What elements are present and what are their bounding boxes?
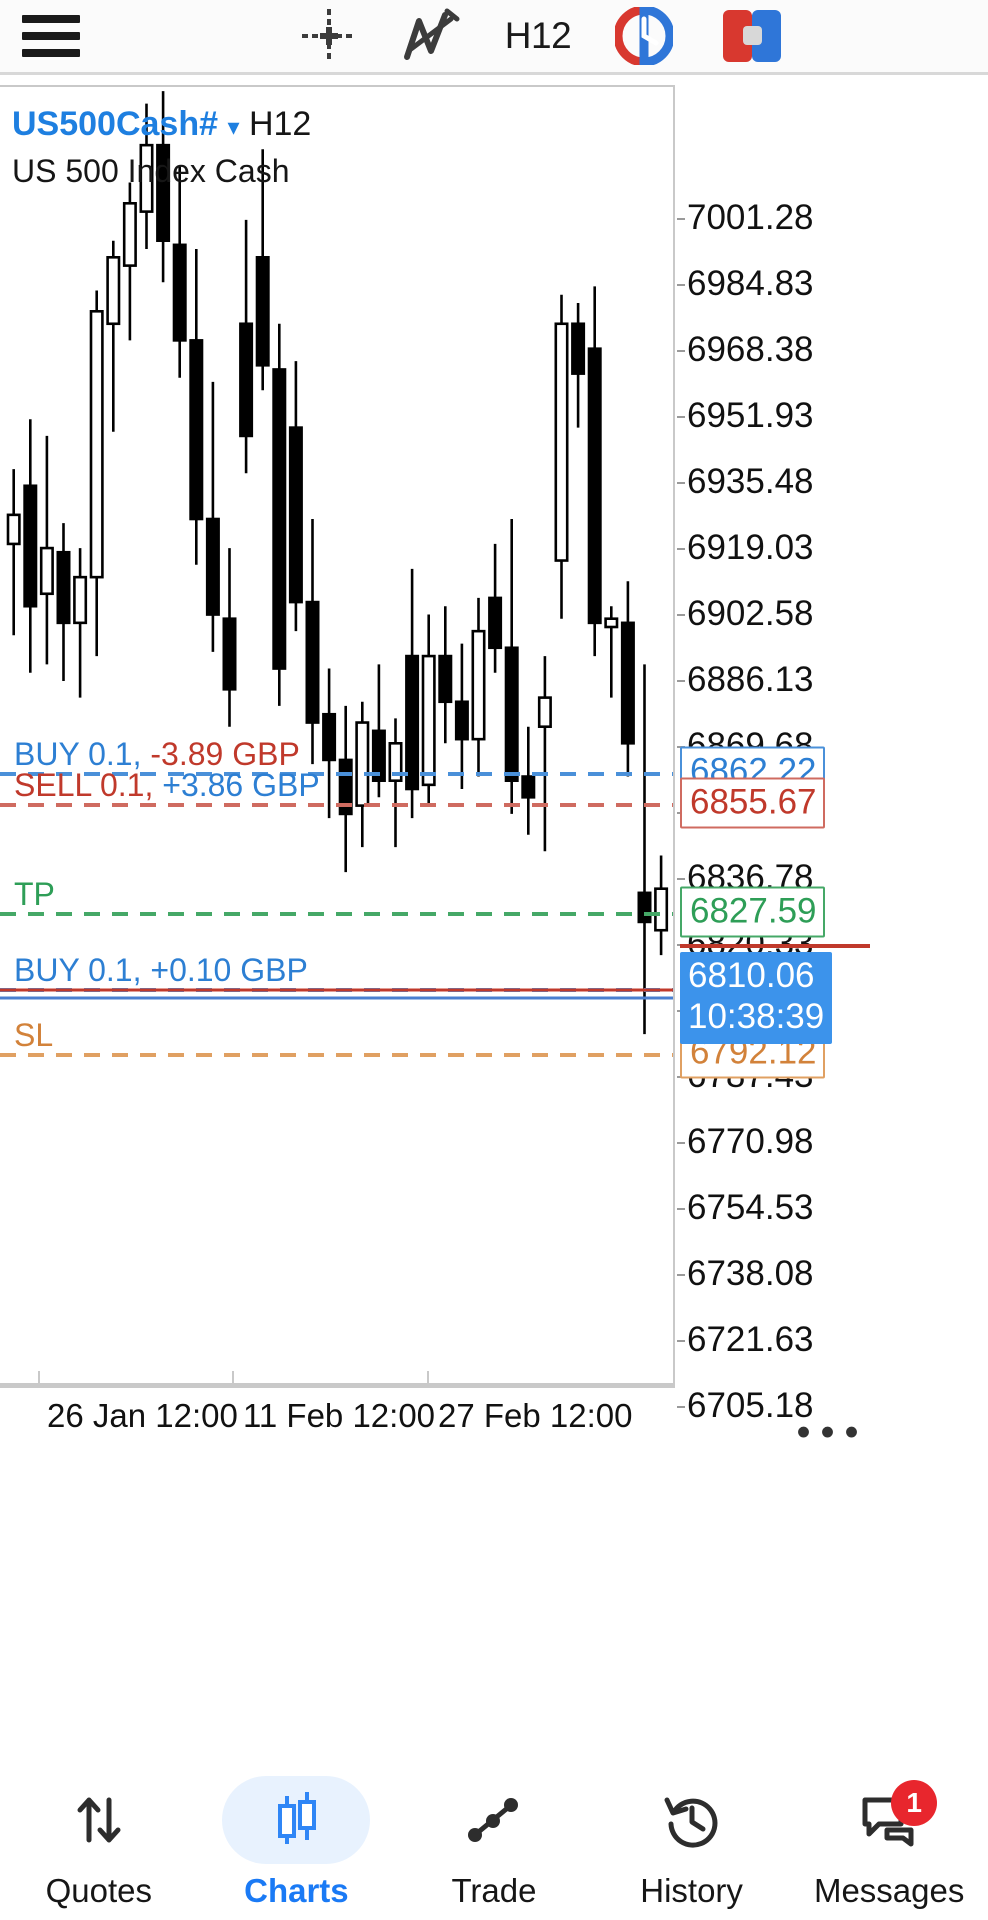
price-tick: 6705.18 [677,1386,988,1426]
timeframe-button[interactable]: H12 [492,0,584,72]
hamburger-menu-icon[interactable] [22,10,82,62]
nav-history[interactable]: History [593,1760,791,1920]
price-tick-label: 6951.93 [687,396,814,435]
candlestick-icon[interactable] [222,1776,371,1864]
price-tick: 6968.38 [677,330,988,370]
price-tick-mark [677,1340,685,1342]
toolbar-divider [0,72,988,75]
nav-charts-label: Charts [244,1872,349,1909]
time-axis-label: 27 Feb 12:00 [438,1397,633,1434]
price-tick-label: 6984.83 [687,264,814,303]
crosshair-icon[interactable] [294,0,364,72]
nav-history-label: History [640,1872,743,1909]
current-price-value: 6810.06 [688,956,815,995]
price-tick-mark [677,350,685,352]
price-scale-more-icon[interactable]: ••• [796,1410,869,1455]
time-axis-label: 26 Jan 12:00 [47,1397,238,1434]
price-tick-label: 6738.08 [687,1254,814,1293]
price-tick-mark [677,1208,685,1210]
price-tick-label: 6705.18 [687,1386,814,1425]
sell-price-badge[interactable]: 6855.67 [680,777,825,829]
tp-price-badge[interactable]: 6827.59 [680,886,825,938]
history-clock-icon[interactable] [618,1776,766,1864]
price-tick: 6738.08 [677,1254,988,1294]
price-tick-mark [677,548,685,550]
time-axis-separator [38,1371,40,1387]
price-tick-mark [677,1142,685,1144]
top-toolbar: H12 [0,0,988,72]
messages-icon[interactable]: 1 [815,1776,963,1864]
price-tick: 6919.03 [677,528,988,568]
price-tick-label: 6919.03 [687,528,814,567]
new-order-icon[interactable] [714,0,790,72]
price-tick-label: 6935.48 [687,462,814,501]
nav-messages[interactable]: 1 Messages [790,1760,988,1920]
price-tick-label: 7001.28 [687,198,814,237]
price-tick-mark [677,614,685,616]
chart-canvas[interactable]: US500Cash# ▾ H12 US 500 Index Cash BUY 0… [0,85,675,1385]
price-tick: 6984.83 [677,264,988,304]
price-tick-mark [677,878,685,880]
current-price-badge[interactable]: 6810.06 10:38:39 [680,952,833,1044]
nav-charts[interactable]: Charts [198,1760,396,1920]
price-scale[interactable]: 7001.28 6984.83 6968.38 6951.93 6935.48 6919.… [677,85,988,1455]
nav-quotes-label: Quotes [45,1872,152,1909]
current-price-ask-marker [680,944,870,948]
price-tick: 6754.53 [677,1188,988,1228]
price-tick: 7001.28 [677,198,988,238]
time-axis-separator [427,1371,429,1387]
arrows-up-down-icon[interactable] [25,1776,173,1864]
messages-unread-badge: 1 [891,1780,938,1826]
price-tick-mark [677,416,685,418]
price-tick-mark [677,218,685,220]
current-price-time: 10:38:39 [688,997,825,1036]
price-tick-mark [677,482,685,484]
price-tick: 6770.98 [677,1122,988,1162]
price-tick-mark [677,680,685,682]
nav-quotes[interactable]: Quotes [0,1760,198,1920]
time-axis-label: 11 Feb 12:00 [243,1397,436,1434]
time-axis-rule [0,1385,675,1388]
price-tick: 6721.63 [677,1320,988,1360]
bottom-navigation: Quotes Charts Trade History 1 Messages [0,1760,988,1920]
time-axis: 26 Jan 12:00 11 Feb 12:00 27 Feb 12:00 [0,1371,675,1445]
price-tick-label: 6770.98 [687,1122,814,1161]
timeframe-label: H12 [504,15,572,56]
indicators-icon[interactable] [398,0,468,72]
price-tick: 6902.58 [677,594,988,634]
nav-messages-label: Messages [813,1872,965,1909]
price-tick-mark [677,284,685,286]
time-axis-separator [232,1371,234,1387]
clock-pie-icon[interactable] [606,0,682,72]
price-tick: 6935.48 [677,462,988,502]
trade-line-icon[interactable] [420,1776,568,1864]
price-tick-label: 6968.38 [687,330,814,369]
nav-trade-label: Trade [451,1872,537,1909]
price-tick-mark [677,1406,685,1408]
price-tick-mark [677,1274,685,1276]
price-tick-label: 6721.63 [687,1320,814,1359]
price-tick: 6886.13 [677,660,988,700]
trade-level-lines [0,772,673,1057]
price-tick-label: 6902.58 [687,594,814,633]
nav-trade[interactable]: Trade [395,1760,593,1920]
price-tick-label: 6754.53 [687,1188,814,1227]
price-tick: 6951.93 [677,396,988,436]
candlestick-series [6,91,669,1035]
price-tick-label: 6886.13 [687,660,814,699]
